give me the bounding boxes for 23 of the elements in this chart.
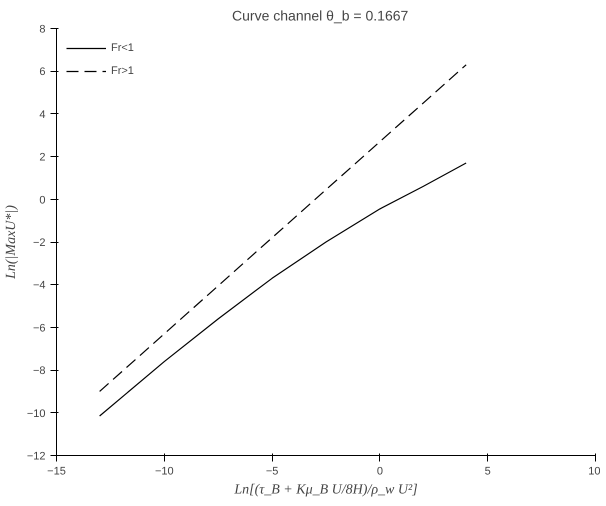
y-tick-label: 0 bbox=[39, 194, 46, 206]
legend-label: Fr<1 bbox=[111, 42, 134, 54]
x-tick-label: 10 bbox=[588, 466, 601, 478]
y-tick-label: 8 bbox=[39, 24, 46, 36]
y-tick-label: −4 bbox=[32, 280, 46, 292]
y-tick-label: −12 bbox=[26, 450, 46, 462]
y-tick-label: −2 bbox=[32, 237, 46, 249]
y-tick-label: −10 bbox=[26, 408, 46, 420]
x-tick-label: 5 bbox=[484, 466, 491, 478]
y-tick-label: −6 bbox=[32, 322, 46, 334]
y-tick-label: 6 bbox=[39, 66, 46, 78]
x-tick-label: −5 bbox=[266, 466, 278, 478]
x-tick-label: −15 bbox=[47, 466, 66, 478]
x-tick-label: 0 bbox=[376, 466, 383, 478]
legend-label: Fr>1 bbox=[111, 65, 134, 77]
y-axis-title: Ln(|MaxU*|) bbox=[4, 204, 19, 280]
chart-title: Curve channel θ_b = 0.1667 bbox=[232, 8, 409, 24]
y-tick-label: 2 bbox=[39, 152, 46, 164]
y-tick-label: −8 bbox=[32, 365, 46, 378]
x-tick-label: −10 bbox=[154, 466, 174, 478]
line-series bbox=[99, 162, 467, 417]
x-axis-title: Ln[(τ_B + Kμ_B U/8H)/ρ_w U²] bbox=[233, 482, 418, 498]
y-tick-label: 4 bbox=[39, 108, 46, 121]
